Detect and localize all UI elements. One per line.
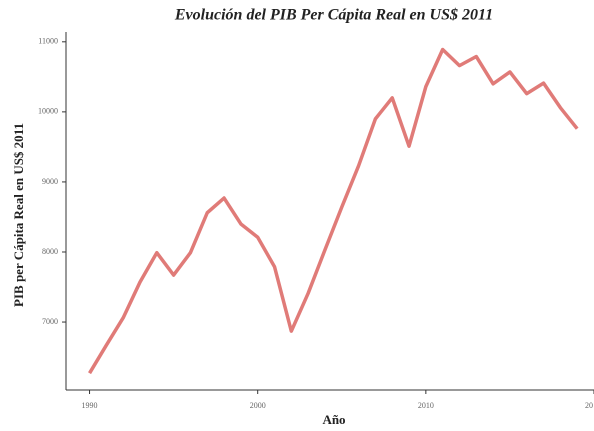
y-tick-label: 8000 xyxy=(42,247,58,256)
x-tick-label: 2010 xyxy=(418,401,434,410)
y-tick-label: 7000 xyxy=(42,317,58,326)
x-tick-label: 20 xyxy=(585,401,593,410)
x-tick-label: 1990 xyxy=(82,401,98,410)
line-series xyxy=(88,47,579,375)
x-tick-label: 2000 xyxy=(250,401,266,410)
chart-title: Evolución del PIB Per Cápita Real en US$… xyxy=(174,7,493,24)
y-tick-label: 11000 xyxy=(38,37,58,46)
y-tick-label: 9000 xyxy=(42,177,58,186)
x-axis-title: Año xyxy=(322,412,345,427)
y-tick-label: 10000 xyxy=(38,107,58,116)
y-axis-title: PIB per Cápita Real en US$ 2011 xyxy=(11,123,26,307)
